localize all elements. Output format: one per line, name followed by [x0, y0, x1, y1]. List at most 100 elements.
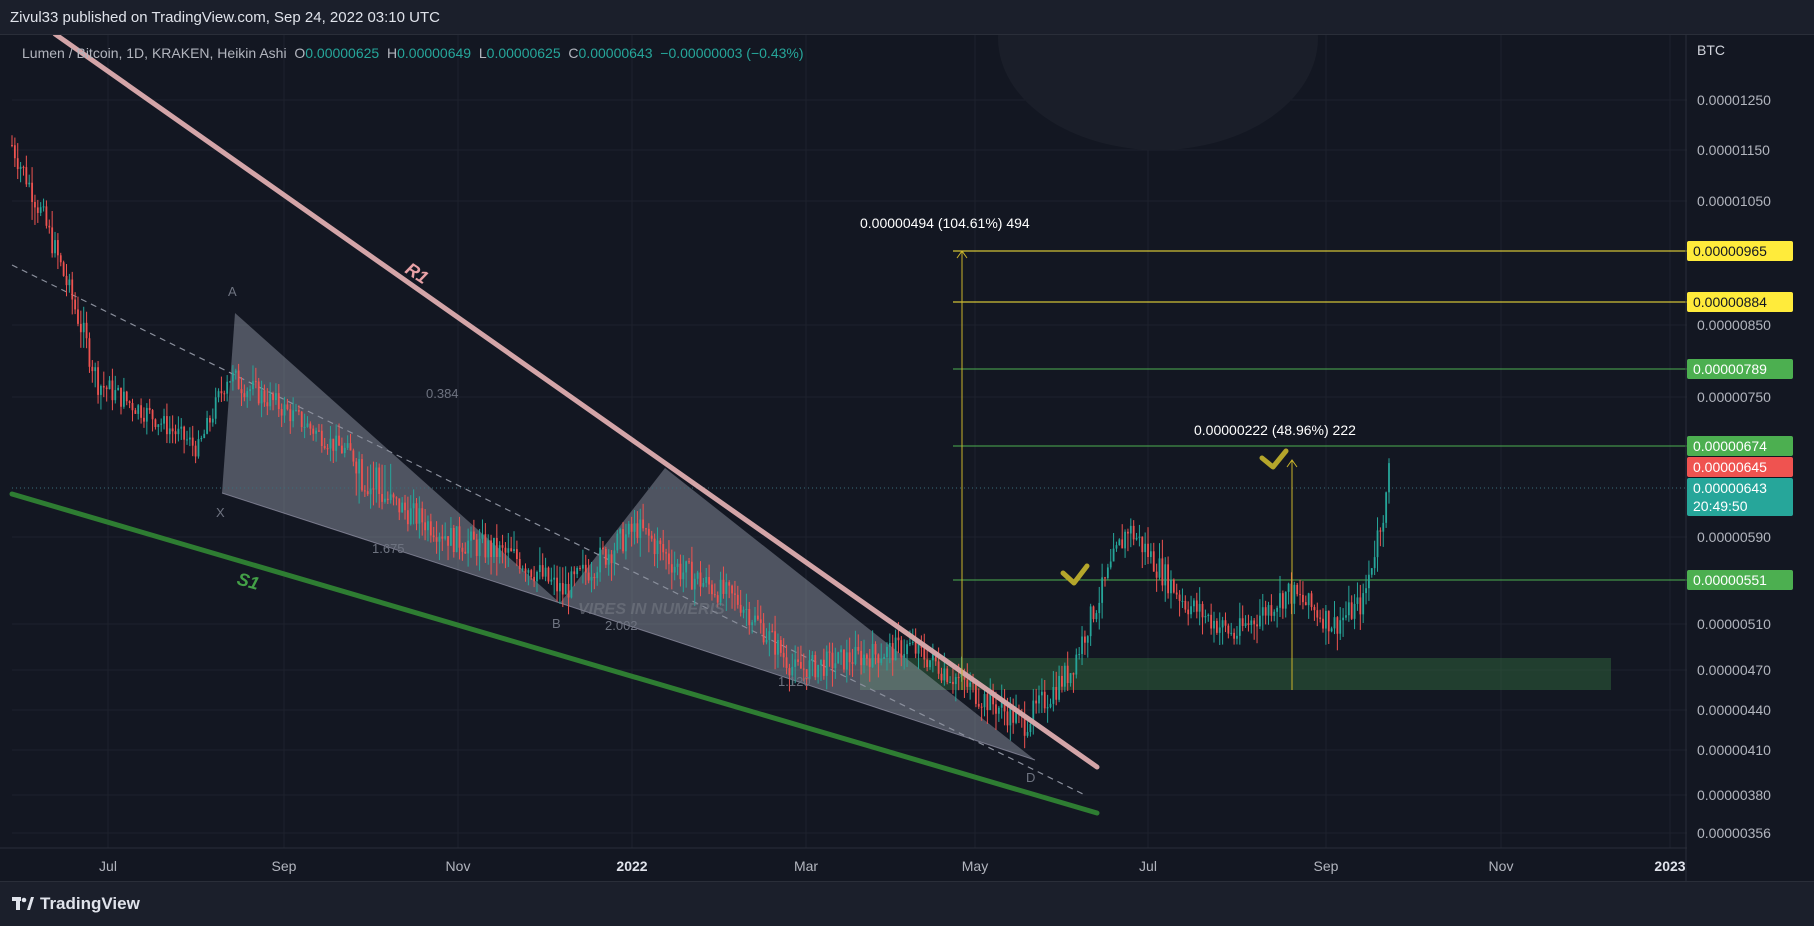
candle-body — [857, 646, 860, 651]
tradingview-brand[interactable]: TradingView — [12, 894, 140, 914]
candle-body — [65, 275, 68, 286]
candle-body — [1204, 616, 1207, 618]
candle-body — [427, 521, 429, 531]
candle-body — [392, 494, 395, 498]
candle-body — [366, 491, 369, 495]
candle-body — [604, 549, 607, 565]
candle-body — [909, 642, 911, 645]
candle-body — [1101, 577, 1104, 603]
candle-body — [352, 450, 355, 462]
candle-body — [447, 536, 449, 546]
open-value: 0.00000625 — [305, 45, 380, 61]
candle-body — [395, 497, 398, 499]
candle-body — [860, 650, 863, 666]
price-flag-value: 0.00000789 — [1693, 361, 1767, 377]
candle-body — [630, 523, 633, 532]
candle-body — [481, 534, 484, 539]
candle-body — [1241, 618, 1244, 626]
publisher-text: Zivul33 published on TradingView.com, Se… — [10, 9, 440, 26]
candle-body — [381, 494, 383, 502]
candle-body — [260, 390, 263, 404]
time-tick-label: Nov — [1489, 858, 1514, 874]
candle-body — [1247, 623, 1250, 625]
price-tick-label: 0.00000750 — [1697, 389, 1771, 405]
candle-body — [957, 677, 960, 679]
candle-body — [272, 393, 274, 401]
candle-body — [1043, 691, 1046, 709]
measure-arrow-icon — [956, 250, 968, 259]
pattern-label: D — [1026, 770, 1035, 785]
candle-body — [997, 707, 1000, 714]
candle-body — [137, 405, 140, 414]
candle-body — [240, 389, 243, 394]
candle-body — [891, 643, 894, 661]
candle-body — [587, 572, 590, 581]
price-flag — [1687, 292, 1793, 312]
candle-body — [986, 694, 989, 711]
resistance-trendline-r1 — [52, 31, 1100, 770]
check-mark-icon — [1259, 448, 1289, 470]
candle-body — [1184, 600, 1187, 610]
harmonic-triangle-bcd — [560, 468, 1035, 760]
price-flag — [1687, 359, 1793, 379]
candle-body — [39, 207, 42, 213]
candle-body — [788, 668, 791, 676]
candle-body — [140, 405, 142, 418]
candle-body — [197, 439, 200, 457]
candle-body — [1356, 597, 1359, 604]
candle-body — [458, 526, 461, 548]
candle-body — [31, 182, 33, 202]
candle-body — [504, 547, 507, 553]
candle-body — [688, 561, 690, 563]
candle-body — [171, 428, 174, 432]
candle-body — [874, 643, 877, 655]
candle-body — [1261, 607, 1264, 616]
candle-body — [501, 545, 504, 548]
candle-body — [1284, 591, 1287, 609]
pattern-label: 1.120 — [778, 674, 811, 689]
harmonic-leg — [221, 492, 561, 604]
candle-body — [877, 654, 880, 663]
price-flag — [1687, 436, 1793, 456]
candles — [11, 135, 1390, 749]
candle-body — [1281, 593, 1284, 609]
candle-body — [825, 651, 828, 676]
candle-body — [475, 539, 478, 556]
price-flag-value: 0.00000551 — [1693, 572, 1767, 588]
candle-body — [676, 563, 679, 567]
candle-body — [573, 571, 576, 575]
candle-body — [851, 662, 854, 664]
candle-body — [1304, 602, 1307, 606]
pattern-label: 2.002 — [605, 618, 638, 633]
candle-body — [461, 547, 464, 552]
candle-body — [524, 568, 527, 573]
time-tick-label: Sep — [1314, 858, 1339, 874]
candle-body — [312, 428, 315, 434]
candle-body — [326, 448, 329, 450]
candle-body — [538, 565, 541, 572]
candle-body — [1032, 700, 1035, 724]
candle-body — [584, 564, 587, 573]
candle-body — [865, 654, 868, 659]
candle-body — [323, 446, 326, 449]
candle-body — [289, 409, 292, 422]
candle-body — [111, 380, 114, 401]
candle-body — [100, 385, 102, 395]
candle-body — [269, 393, 272, 407]
candle-body — [1279, 593, 1281, 608]
candle-body — [699, 572, 702, 587]
candle-body — [404, 502, 406, 511]
candle-body — [1081, 636, 1083, 655]
candle-body — [894, 637, 897, 661]
candle-body — [424, 522, 426, 531]
candle-body — [782, 652, 785, 658]
candle-body — [837, 652, 840, 664]
candle-body — [389, 494, 392, 501]
candle-body — [1276, 607, 1279, 612]
candle-body — [1015, 710, 1017, 723]
candle-body — [79, 323, 82, 333]
candle-body — [576, 567, 579, 575]
candle-body — [243, 393, 246, 398]
candle-body — [1135, 537, 1138, 540]
